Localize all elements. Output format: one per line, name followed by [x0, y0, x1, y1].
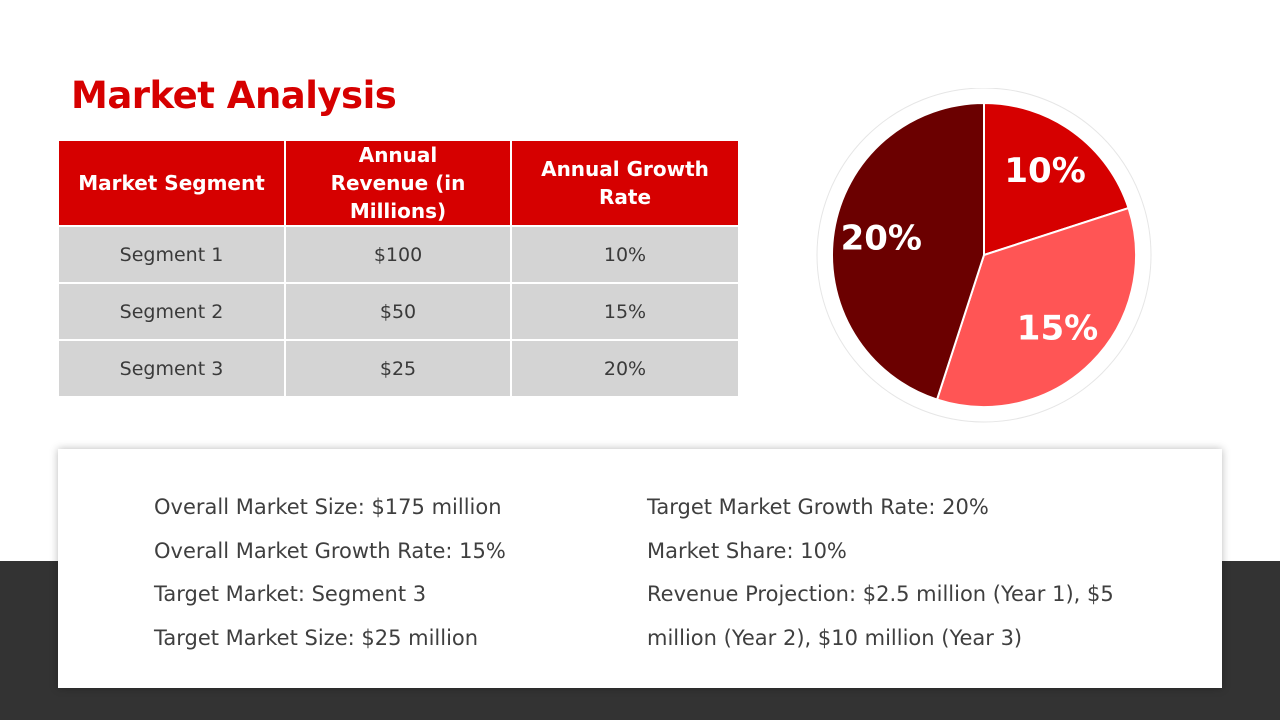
target-market-size: Target Market Size: $25 million	[154, 625, 479, 650]
pie-chart-svg: 10% 15% 20%	[816, 88, 1152, 423]
pie-label-2: 15%	[1017, 309, 1098, 349]
table-row: Segment 2 $50 15%	[59, 282, 738, 341]
summary-left-list: Overall Market Size: $175 million Overal…	[154, 486, 594, 660]
pie-slice-2	[935, 206, 1137, 408]
pie-label-3: 20%	[841, 219, 922, 259]
summary-right-list: Target Market Growth Rate: 20% Market Sh…	[647, 486, 1127, 660]
cell-revenue: $50	[284, 282, 512, 341]
header-annual-growth-rate: Annual Growth Rate	[510, 141, 738, 227]
target-market: Target Market: Segment 3	[154, 582, 427, 606]
segment-table: Market Segment Annual Revenue (in Millio…	[59, 141, 738, 396]
table-row: Segment 1 $100 10%	[59, 225, 738, 284]
cell-revenue: $25	[284, 339, 512, 396]
revenue-projection: Revenue Projection: $2.5 million (Year 1…	[647, 582, 1114, 650]
slide-title: Market Analysis	[71, 74, 397, 117]
pie-label-1: 10%	[1004, 151, 1085, 191]
overall-market-growth-rate: Overall Market Growth Rate: 15%	[154, 538, 506, 563]
header-annual-revenue: Annual Revenue (in Millions)	[284, 141, 512, 227]
cell-growth: 10%	[510, 225, 738, 284]
table-header-row: Market Segment Annual Revenue (in Millio…	[59, 141, 738, 227]
cell-segment: Segment 1	[59, 225, 286, 284]
pie-slice-1	[983, 101, 1130, 257]
cell-growth: 20%	[510, 339, 738, 396]
target-market-growth-rate: Target Market Growth Rate: 20%	[647, 495, 989, 519]
market-share: Market Share: 10%	[647, 538, 847, 563]
cell-segment: Segment 2	[59, 282, 286, 341]
pie-ring-outline	[816, 88, 1152, 423]
pie-chart: 10% 15% 20%	[816, 88, 1152, 424]
cell-growth: 15%	[510, 282, 738, 341]
summary-card: Overall Market Size: $175 million Overal…	[58, 449, 1222, 688]
cell-revenue: $100	[284, 225, 512, 284]
pie-slice-3	[831, 101, 985, 401]
overall-market-size: Overall Market Size: $175 million	[154, 495, 502, 519]
header-market-segment: Market Segment	[59, 141, 286, 227]
cell-segment: Segment 3	[59, 339, 286, 396]
table-row: Segment 3 $25 20%	[59, 339, 738, 396]
